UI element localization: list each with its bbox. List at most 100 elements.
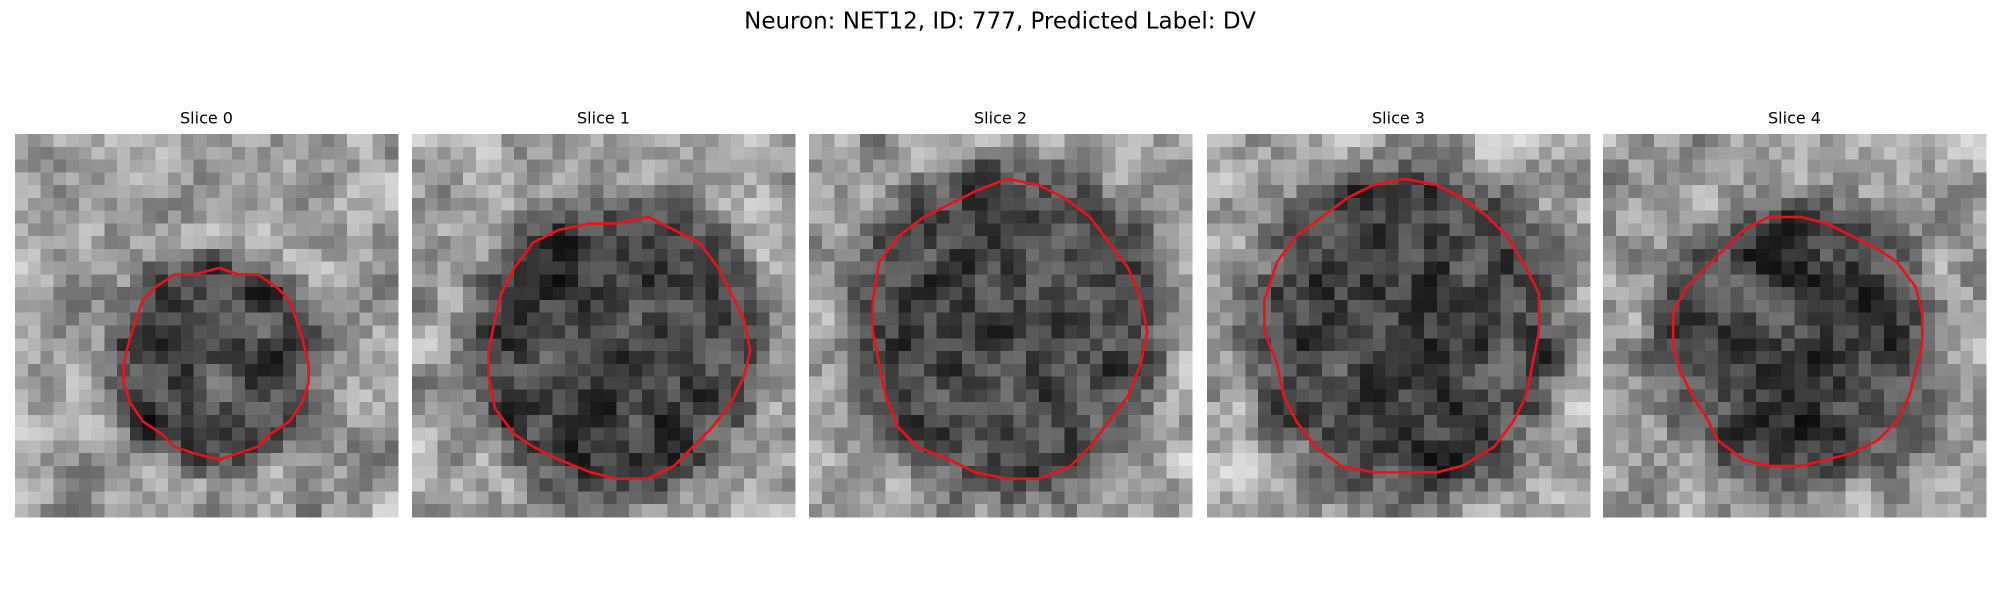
pixel	[1960, 402, 1974, 416]
pixel	[1947, 414, 1961, 429]
pixel	[834, 389, 848, 403]
pixel	[1360, 338, 1374, 352]
pixel	[1038, 325, 1053, 339]
pixel	[219, 351, 233, 365]
pixel	[206, 325, 220, 339]
pixel	[911, 414, 925, 429]
pixel	[1334, 134, 1348, 148]
pixel	[1296, 402, 1310, 416]
pixel	[385, 376, 399, 390]
pixel	[168, 146, 182, 161]
pixel	[412, 491, 426, 505]
pixel	[1526, 248, 1540, 263]
pixel	[1781, 172, 1795, 186]
pixel	[1730, 134, 1744, 148]
pixel	[821, 134, 836, 148]
pixel	[539, 274, 553, 288]
pixel	[437, 389, 451, 403]
pixel	[1832, 478, 1847, 492]
pixel	[705, 491, 719, 505]
pixel	[412, 248, 426, 263]
pixel	[1641, 504, 1655, 518]
pixel	[15, 414, 29, 429]
pixel	[629, 402, 643, 416]
pixel	[257, 351, 271, 365]
pixel	[168, 185, 182, 199]
pixel	[1692, 325, 1706, 339]
pixel	[898, 376, 912, 390]
pixel	[987, 210, 1001, 224]
pixel	[270, 363, 284, 378]
pixel	[1385, 146, 1399, 161]
pixel	[206, 363, 220, 378]
segmentation-contour	[1671, 215, 1924, 468]
pixel	[769, 299, 783, 314]
pixel	[1781, 440, 1795, 454]
pixel	[769, 223, 783, 237]
pixel	[244, 376, 259, 390]
pixel	[731, 261, 745, 275]
pixel	[1641, 197, 1655, 212]
pixel	[1871, 185, 1885, 199]
pixel	[1051, 427, 1065, 441]
pixel	[1909, 172, 1923, 186]
pixel	[1270, 287, 1285, 301]
pixel	[206, 351, 220, 365]
pixel	[1768, 491, 1783, 505]
pixel	[1883, 223, 1898, 237]
pixel	[1743, 414, 1757, 429]
pixel	[552, 414, 566, 429]
pixel	[1462, 491, 1476, 505]
pixel	[718, 376, 732, 390]
pixel	[257, 389, 271, 403]
pixel	[526, 146, 541, 161]
pixel	[872, 159, 887, 173]
pixel	[1807, 134, 1821, 148]
pixel	[616, 465, 630, 480]
pixel	[1960, 504, 1974, 518]
pixel	[590, 134, 604, 148]
pixel	[1768, 146, 1783, 161]
pixel	[1832, 248, 1847, 263]
pixel	[1832, 197, 1847, 212]
pixel	[1051, 210, 1065, 224]
pixel	[1449, 274, 1463, 288]
pixel	[1321, 287, 1336, 301]
pixel	[526, 159, 541, 173]
pixel	[552, 236, 566, 250]
pixel	[1372, 376, 1387, 390]
pixel	[654, 427, 668, 441]
pixel	[743, 312, 758, 326]
pixel	[104, 465, 118, 480]
pixel	[1449, 440, 1463, 454]
pixel	[206, 299, 220, 314]
pixel	[1564, 146, 1578, 161]
pixel	[219, 363, 233, 378]
pixel	[1475, 363, 1489, 378]
pixel	[1526, 325, 1540, 339]
pixel	[321, 210, 335, 224]
pixel	[1794, 185, 1808, 199]
pixel	[129, 248, 144, 263]
pixel	[654, 478, 668, 492]
pixel	[91, 134, 105, 148]
pixel	[15, 491, 29, 505]
pixel	[1832, 427, 1847, 441]
pixel	[1077, 236, 1091, 250]
pixel	[756, 402, 770, 416]
pixel	[526, 325, 541, 339]
pixel	[898, 134, 912, 148]
pixel	[1270, 159, 1285, 173]
pixel	[1102, 172, 1116, 186]
pixel	[91, 210, 105, 224]
pixel	[756, 414, 770, 429]
pixel	[155, 325, 169, 339]
pixel	[782, 236, 796, 250]
pixel	[1449, 312, 1463, 326]
pixel	[1038, 504, 1053, 518]
pixel	[27, 504, 42, 518]
pixel	[1026, 402, 1040, 416]
pixel	[321, 223, 335, 237]
pixel	[1513, 351, 1527, 365]
pixel	[1115, 197, 1129, 212]
